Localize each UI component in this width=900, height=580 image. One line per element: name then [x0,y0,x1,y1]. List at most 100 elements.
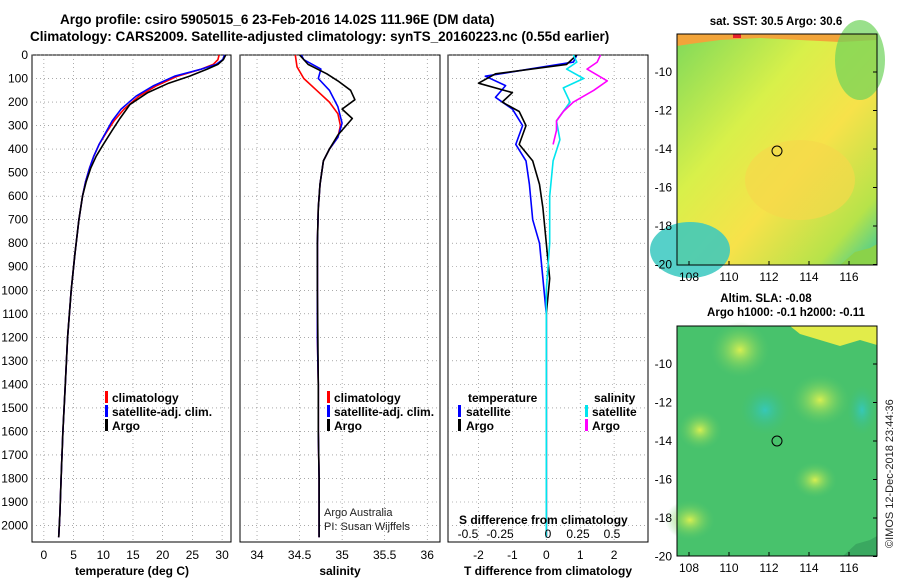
depth-tick-label: 1900 [1,495,28,509]
x-tick-label: -1 [507,548,518,562]
x-tick-label: 0 [543,548,550,562]
s-difference-tick-label: -0.5 [458,527,479,541]
map-x-tick-label: 116 [839,270,858,284]
map-x-tick-label: 110 [719,561,738,575]
x-tick-label: 2 [611,548,618,562]
legend-label-s-argo: Argo [592,419,620,433]
s-difference-label: S difference from climatology [459,513,628,527]
depth-tick-label: 800 [8,236,28,250]
sst-map-hot-spot [733,34,741,38]
difference-legend: temperature satellite Argo salinity sate… [458,391,637,433]
sla-map-title-1: Altim. SLA: -0.08 [720,293,812,305]
map-x-tick-label: 114 [799,270,818,284]
x-tick-label: 0 [41,548,48,562]
series-line-satellite-adj-clim [57,54,226,538]
depth-tick-label: 1000 [1,283,28,297]
sla-map-ticks: 108 110 112 114 116 -10 -12 -14 -16 -18 -20 [655,357,877,575]
map-x-tick-label: 108 [679,561,699,575]
depth-tick-label: 1700 [1,448,28,462]
legend-label-argo: Argo [112,419,140,433]
legend-swatch-s-argo [585,419,588,431]
tick-layer: 0100200300400500600700800900100011001200… [1,48,617,562]
sst-map-cool-patch [650,222,730,278]
x-tick-label: -2 [473,548,484,562]
map-x-tick-label: 110 [719,270,738,284]
sla-map-low-2 [847,385,877,435]
x-tick-label: 10 [97,548,111,562]
depth-tick-label: 0 [21,48,28,62]
legend-label-satellite: satellite-adj. clim. [334,405,434,419]
sst-map-title: sat. SST: 30.5 Argo: 30.6 [710,16,843,28]
x-tick-label: 25 [186,548,200,562]
sst-map-argo-location [771,145,783,157]
map-y-tick-label: -12 [655,396,673,410]
s-difference-tick-label: 0 [545,527,552,541]
legend-salinity-heading: salinity [594,391,636,405]
legend-label-climatology: climatology [334,391,401,405]
temperature-legend: climatology satellite-adj. clim. Argo [105,391,212,433]
depth-tick-label: 1800 [1,471,28,485]
sla-map-coast-top [790,326,877,346]
map-y-tick-label: -16 [655,473,673,487]
map-x-tick-label: 114 [799,561,818,575]
depth-tick-label: 1200 [1,330,28,344]
map-y-tick-label: -18 [655,511,673,525]
sla-map-land-bottom [843,536,877,556]
map-y-tick-label: -18 [655,219,673,233]
series-layer [57,54,609,538]
depth-tick-label: 100 [8,72,28,86]
sst-map-green-patch [835,20,885,100]
sst-map-ticks: 108 110 112 114 116 -10 -12 -14 -16 -18 -20 [655,65,877,284]
title-line-2: Climatology: CARS2009. Satellite-adjuste… [30,29,609,44]
sla-map-high-1 [710,322,770,378]
map-y-tick-label: -10 [655,65,673,79]
map-x-tick-label: 112 [759,270,778,284]
series-line-satellite-t [484,54,578,538]
depth-tick-label: 700 [8,213,28,227]
sla-map-argo-location [771,435,783,447]
depth-tick-label: 300 [8,119,28,133]
map-y-tick-label: -20 [655,258,673,272]
temperature-panel-frame [31,54,232,543]
s-difference-tick-label: 0.25 [566,527,590,541]
x-tick-label: 35.5 [373,548,397,562]
x-tick-label: 5 [70,548,77,562]
credit-argo-australia: Argo Australia [324,507,393,519]
legend-label-climatology: climatology [112,391,179,405]
legend-swatch-satellite [327,405,330,417]
x-tick-label: 1 [577,548,584,562]
depth-tick-label: 1600 [1,424,28,438]
legend-swatch-s-satellite [585,405,588,417]
series-line-satellite-s [545,54,585,538]
map-y-tick-label: -10 [655,357,673,371]
salinity-x-label: salinity [319,564,361,578]
legend-swatch-climatology [327,391,330,403]
depth-tick-label: 200 [8,95,28,109]
map-x-tick-label: 108 [679,270,699,284]
legend-swatch-argo [105,419,108,431]
s-difference-tick-labels: -0.5 -0.25 0 0.25 0.5 [458,527,621,541]
x-tick-label: 20 [156,548,170,562]
imos-credit: ©IMOS 12-Dec-2018 23:44:36 [884,399,896,548]
x-tick-label: 36 [421,548,435,562]
legend-label-argo: Argo [334,419,362,433]
x-tick-label: 30 [215,548,229,562]
legend-swatch-satellite [105,405,108,417]
depth-tick-label: 1300 [1,354,28,368]
sla-map-high-3 [678,410,722,450]
depth-tick-label: 1500 [1,401,28,415]
sla-map-high-2 [790,374,850,426]
series-line-satellite-adj-clim [300,54,343,538]
x-tick-label: 15 [126,548,140,562]
legend-label-s-satellite: satellite [592,405,637,419]
x-tick-label: 34 [250,548,264,562]
title-line-1: Argo profile: csiro 5905015_6 23-Feb-201… [60,12,494,27]
legend-label-t-argo: Argo [466,419,494,433]
legend-swatch-t-satellite [458,405,461,417]
map-x-tick-label: 116 [839,561,858,575]
sla-map-title-2: Argo h1000: -0.1 h2000: -0.11 [707,307,865,319]
series-line-argo [299,54,356,538]
legend-swatch-climatology [105,391,108,403]
sla-map [665,322,878,557]
sst-map-coast-top [677,34,877,46]
